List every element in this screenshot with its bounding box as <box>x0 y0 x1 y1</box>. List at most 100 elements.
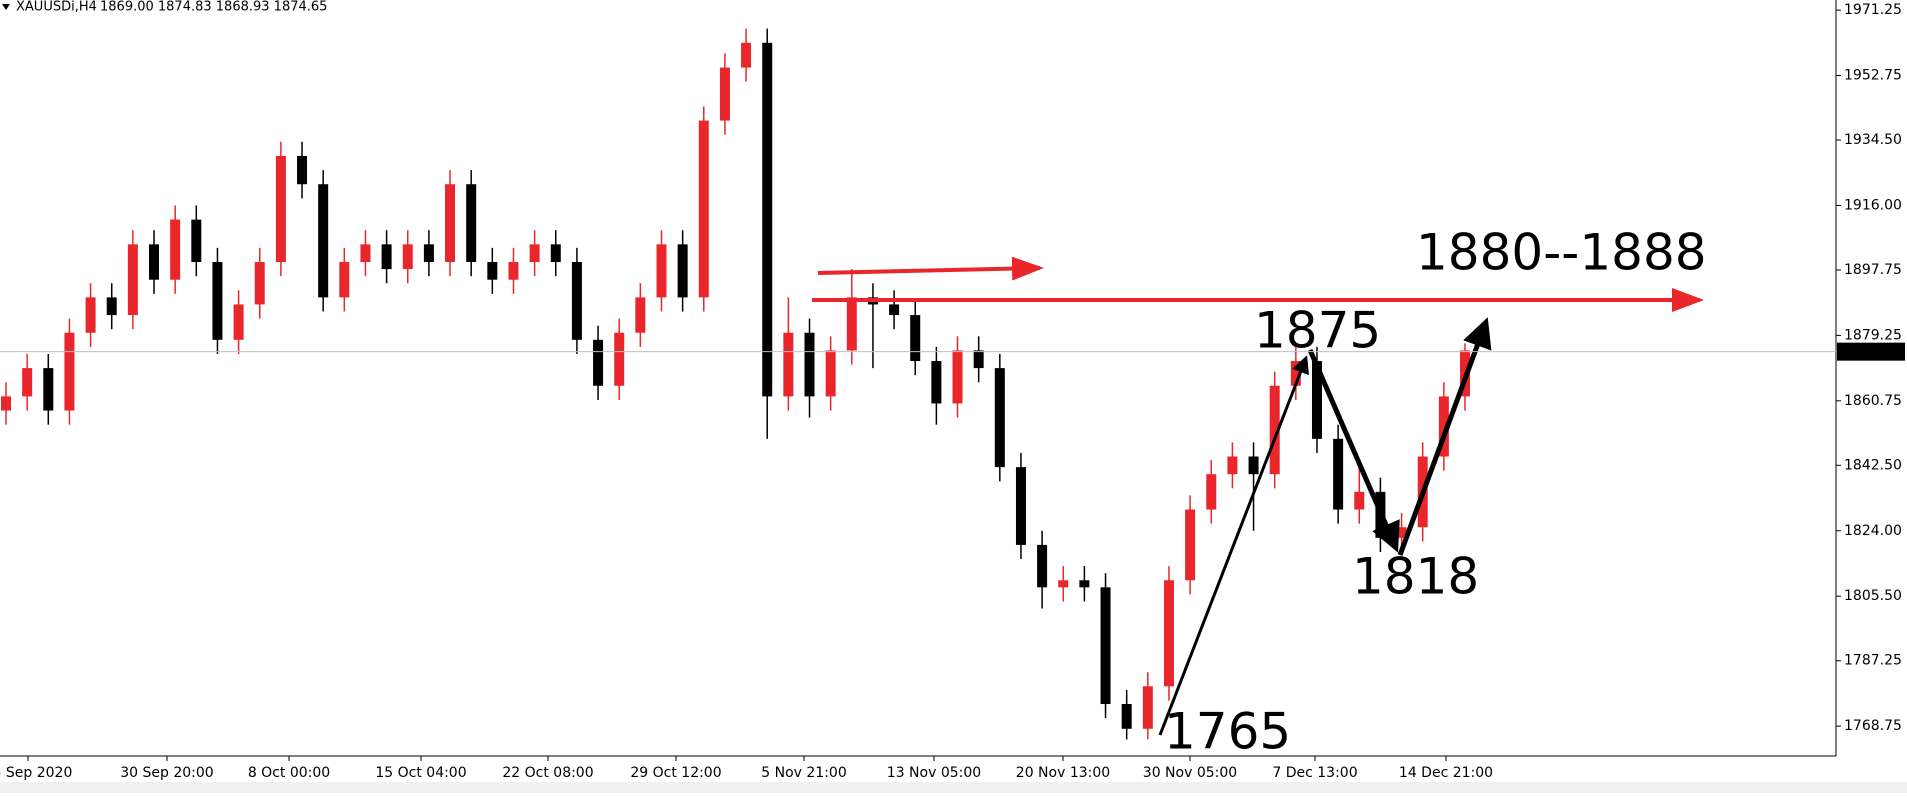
annotation: 1880--1888 <box>1416 224 1707 282</box>
candle-body <box>254 262 265 305</box>
candle-body <box>106 297 117 316</box>
x-tick-label: 8 Oct 00:00 <box>248 765 330 781</box>
candle-body <box>1333 438 1344 510</box>
candle-body <box>1 396 11 411</box>
black-arrow <box>1307 349 1400 553</box>
y-tick-label: 1897.75 <box>1844 262 1902 278</box>
candle-body <box>614 332 625 386</box>
candle-body <box>1100 587 1111 705</box>
candle-body <box>1354 491 1365 510</box>
x-tick-label: 13 Nov 05:00 <box>887 765 981 781</box>
candle-body <box>910 315 921 362</box>
y-tick-label: 1824.00 <box>1844 523 1902 539</box>
candle-body <box>593 339 604 386</box>
x-tick-label: 29 Oct 12:00 <box>630 765 721 781</box>
candle-body <box>1206 474 1217 510</box>
annotation: 1818 <box>1352 548 1479 606</box>
candle-body <box>85 297 96 333</box>
candle-body <box>1269 385 1280 475</box>
candle-body <box>550 244 561 263</box>
x-tick-label: 22 Oct 08:00 <box>502 765 593 781</box>
candle-body <box>43 368 54 411</box>
y-tick-label: 1805.50 <box>1844 588 1902 604</box>
candle-body <box>318 184 329 298</box>
x-tick-label: 7 Dec 13:00 <box>1272 765 1357 781</box>
candle-body <box>846 297 857 351</box>
candle-body <box>1058 580 1069 588</box>
candle-body <box>1227 456 1238 475</box>
candle-body <box>677 244 688 298</box>
candle-body <box>825 350 836 397</box>
candle-body <box>1121 704 1132 729</box>
candle-body <box>22 368 33 397</box>
candle-body <box>973 350 984 369</box>
candle-body <box>994 368 1005 468</box>
y-tick-label: 1787.25 <box>1844 653 1902 669</box>
candle-body <box>466 184 477 263</box>
candle-body <box>64 332 75 411</box>
candle-body <box>212 262 223 340</box>
ohlc-text: 1869.00 1874.83 1868.93 1874.65 <box>100 0 327 15</box>
candle-body <box>1185 509 1196 581</box>
symbol: XAUUSDi,H4 <box>16 0 97 15</box>
candle-body <box>297 155 308 185</box>
y-tick-label: 1971.25 <box>1844 2 1902 18</box>
x-tick-label: 5 Nov 21:00 <box>761 765 846 781</box>
candle-body <box>1079 580 1090 588</box>
y-tick-label: 1842.50 <box>1844 457 1902 473</box>
candle-body <box>635 297 646 333</box>
candle-body <box>360 244 371 263</box>
black-arrow <box>1158 355 1309 736</box>
candle-body <box>1037 544 1048 588</box>
x-tick-label: 30 Sep 20:00 <box>120 765 213 781</box>
candle-body <box>445 184 456 263</box>
candle-body <box>1311 361 1322 439</box>
candle-body <box>1248 456 1259 475</box>
x-tick-label: 30 Nov 05:00 <box>1143 765 1237 781</box>
candle-body <box>931 361 942 404</box>
candle-body <box>656 244 667 298</box>
candle-body <box>508 262 519 280</box>
x-tick-label: 14 Dec 21:00 <box>1399 765 1493 781</box>
candle-body <box>889 304 900 316</box>
candle-body <box>1142 686 1153 729</box>
candle-body <box>741 42 752 68</box>
candle-body <box>762 42 773 397</box>
candle-body <box>529 244 540 263</box>
candle-body <box>233 304 244 340</box>
y-tick-label: 1934.50 <box>1844 132 1902 148</box>
current-price-label: 1874.65 <box>1841 344 1899 360</box>
candle-body <box>698 120 709 298</box>
candle-body <box>804 332 815 397</box>
x-tick-label: 15 Oct 04:00 <box>375 765 466 781</box>
candle-body <box>402 244 413 270</box>
red-arrow <box>817 256 1044 281</box>
candle-body <box>339 262 350 298</box>
price-label-bg <box>1837 342 1905 361</box>
candle-body <box>1396 527 1407 538</box>
candle-body <box>170 219 181 280</box>
annotation: 1765 <box>1164 703 1291 761</box>
y-tick-label: 1860.75 <box>1844 393 1902 409</box>
candle-body <box>191 219 202 263</box>
y-tick-label: 1952.75 <box>1844 67 1902 83</box>
candle-body <box>783 332 794 397</box>
candle-body <box>127 244 138 316</box>
candle-body <box>1015 467 1026 545</box>
candle-body <box>149 244 160 280</box>
candle-body <box>719 67 730 121</box>
y-tick-label: 1879.25 <box>1844 327 1902 343</box>
y-tick-label: 1768.75 <box>1844 718 1902 734</box>
annotation: 1875 <box>1254 302 1381 360</box>
x-tick-label: 23 Sep 2020 <box>0 765 72 781</box>
y-tick-label: 1916.00 <box>1844 197 1902 213</box>
candle-body <box>952 350 963 404</box>
candle-body <box>1163 580 1174 687</box>
x-tick-label: 20 Nov 13:00 <box>1016 765 1110 781</box>
tab-bar <box>0 782 1907 793</box>
collapse-icon[interactable] <box>2 4 10 10</box>
candle-body <box>275 155 286 263</box>
candle-body <box>423 244 434 263</box>
candle-body <box>487 262 498 280</box>
